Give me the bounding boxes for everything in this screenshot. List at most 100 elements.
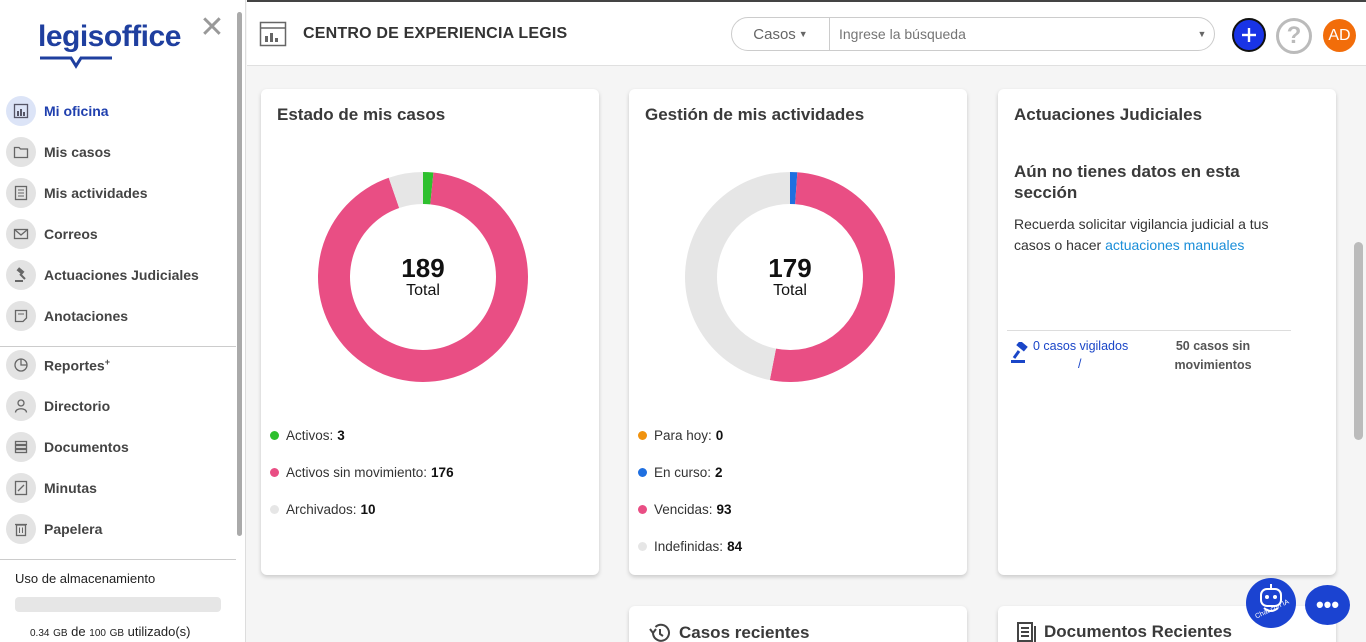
chat-ia-button[interactable] bbox=[1246, 578, 1296, 628]
sidebar-divider bbox=[0, 346, 236, 347]
chat-button[interactable]: ••• bbox=[1305, 585, 1350, 625]
legisoffice-logo[interactable]: legisoffice bbox=[38, 20, 188, 70]
empty-state-title: Aún no tienes datos en esta sección bbox=[1014, 162, 1240, 202]
donut-total: 189 Total bbox=[363, 253, 483, 300]
legend-dot bbox=[270, 431, 279, 440]
donut-slice-vencidas[interactable] bbox=[769, 172, 895, 382]
storage-usage-text: 0.34 GB de 100 GB utilizado(s) bbox=[30, 624, 191, 639]
legend-dot bbox=[638, 468, 647, 477]
sidebar-item-directorio[interactable]: Directorio bbox=[6, 389, 234, 423]
sidebar-item-papelera[interactable]: Papelera bbox=[6, 512, 234, 546]
donut-total-value: 189 bbox=[401, 253, 445, 283]
person-icon bbox=[6, 391, 36, 421]
documents-icon bbox=[1017, 622, 1036, 642]
card-title: Casos recientes bbox=[647, 622, 809, 642]
search-input[interactable] bbox=[830, 18, 1190, 50]
legend-item-sin-movimiento: Activos sin movimiento: 176 bbox=[270, 465, 454, 480]
note-icon bbox=[6, 301, 36, 331]
search-type-dropdown[interactable]: Casos ▼ bbox=[732, 18, 830, 50]
legend-item-archivados: Archivados: 10 bbox=[270, 502, 376, 517]
gavel-icon bbox=[1011, 342, 1028, 363]
legend-item-indefinidas: Indefinidas: 84 bbox=[638, 539, 742, 554]
help-button[interactable]: ? bbox=[1276, 18, 1312, 54]
card-title: Estado de mis casos bbox=[277, 105, 446, 124]
sidebar-item-actuaciones-judiciales[interactable]: Actuaciones Judiciales bbox=[6, 258, 234, 292]
sidebar-scrollbar[interactable] bbox=[237, 12, 242, 536]
casos-recientes-card: Casos recientes bbox=[629, 606, 967, 642]
donut-slice-indefinidas[interactable] bbox=[685, 172, 790, 381]
plus-icon bbox=[1242, 28, 1256, 42]
sidebar-item-mi-oficina[interactable]: Mi oficina bbox=[6, 94, 234, 128]
sidebar-item-documentos[interactable]: Documentos bbox=[6, 430, 234, 464]
sidebar-item-label: Documentos bbox=[44, 439, 129, 455]
donut-slice-archivados[interactable] bbox=[388, 172, 423, 208]
sidebar-divider bbox=[0, 559, 236, 560]
search-bar: Casos▼ ▼ bbox=[731, 17, 1215, 51]
donut-slice-activos[interactable] bbox=[423, 172, 434, 205]
card-title: Gestión de mis actividades bbox=[645, 105, 865, 124]
sidebar-item-mis-actividades[interactable]: Mis actividades bbox=[6, 176, 234, 210]
mail-icon bbox=[6, 219, 36, 249]
gavel-icon bbox=[6, 260, 36, 290]
avatar[interactable]: AD bbox=[1323, 19, 1356, 52]
actuaciones-manuales-link[interactable]: actuaciones manuales bbox=[1105, 237, 1245, 253]
sidebar-item-label: Correos bbox=[44, 226, 98, 242]
estado-casos-card: Estado de mis casos 189 Total Activos: 3 … bbox=[261, 89, 599, 575]
sidebar-item-label: Actuaciones Judiciales bbox=[44, 267, 199, 283]
casos-vigilados-link[interactable]: 0 casos vigilados / bbox=[1033, 339, 1129, 371]
sidebar-item-label: Mis actividades bbox=[44, 185, 148, 201]
main-scrollbar[interactable] bbox=[1354, 242, 1363, 440]
sidebar-item-correos[interactable]: Correos bbox=[6, 217, 234, 251]
legend-item-activos: Activos: 3 bbox=[270, 428, 345, 443]
logo-text: legisoffice bbox=[38, 20, 181, 53]
trash-icon bbox=[6, 514, 36, 544]
stack-icon bbox=[6, 432, 36, 462]
dashboard-icon bbox=[6, 96, 36, 126]
legend-item-vencidas: Vencidas: 93 bbox=[638, 502, 732, 517]
caret-down-icon: ▼ bbox=[798, 29, 808, 39]
donut-slice-en-curso[interactable] bbox=[790, 172, 798, 205]
sidebar: legisoffice ✕ Mi oficina Mis casos Mis a… bbox=[0, 0, 246, 642]
legend-dot bbox=[638, 542, 647, 551]
card-title: Actuaciones Judiciales bbox=[1014, 105, 1203, 124]
actuaciones-judiciales-card: Actuaciones Judiciales Aún no tienes dat… bbox=[998, 89, 1336, 575]
legend-item-en-curso: En curso: 2 bbox=[638, 465, 723, 480]
sidebar-item-minutas[interactable]: Minutas bbox=[6, 471, 234, 505]
sidebar-item-label: Minutas bbox=[44, 480, 97, 496]
empty-state-text: Recuerda solicitar vigilancia judicial a… bbox=[1014, 216, 1269, 253]
storage-title: Uso de almacenamiento bbox=[15, 571, 156, 586]
card-title: Documentos Recientes bbox=[1016, 622, 1232, 642]
sidebar-item-reportes[interactable]: Reportes+ bbox=[6, 348, 234, 382]
sidebar-item-label: Papelera bbox=[44, 521, 103, 537]
robot-icon bbox=[1260, 584, 1282, 612]
sidebar-item-anotaciones[interactable]: Anotaciones bbox=[6, 299, 234, 333]
add-button[interactable] bbox=[1232, 18, 1266, 52]
sidebar-item-mis-casos[interactable]: Mis casos bbox=[6, 135, 234, 169]
gestion-actividades-card: Gestión de mis actividades 179 Total Par… bbox=[629, 89, 967, 575]
estado-casos-donut-chart bbox=[318, 172, 528, 382]
sidebar-item-label: Mi oficina bbox=[44, 103, 109, 119]
donut-total-label: Total bbox=[773, 282, 807, 299]
storage-progress-bar bbox=[15, 597, 221, 612]
donut-total: 179 Total bbox=[730, 253, 850, 300]
chevron-down-icon[interactable]: ▼ bbox=[1197, 29, 1207, 39]
casos-sin-movimientos: 50 casos sin movimientos bbox=[1174, 339, 1252, 372]
donut-total-label: Total bbox=[406, 282, 440, 299]
sidebar-item-label: Mis casos bbox=[44, 144, 111, 160]
donut-slice-activos-sin-movimiento[interactable] bbox=[318, 172, 528, 382]
donut-total-value: 179 bbox=[768, 253, 812, 283]
history-icon bbox=[649, 623, 670, 642]
gestion-actividades-donut-chart bbox=[685, 172, 895, 382]
close-sidebar-icon[interactable]: ✕ bbox=[199, 11, 225, 44]
pie-chart-icon bbox=[6, 350, 36, 380]
page-title: CENTRO DE EXPERIENCIA LEGIS bbox=[303, 25, 568, 42]
legend-dot bbox=[638, 505, 647, 514]
dashboard-icon bbox=[259, 20, 287, 48]
minutes-icon bbox=[6, 473, 36, 503]
folder-icon bbox=[6, 137, 36, 167]
sidebar-item-label: Anotaciones bbox=[44, 308, 129, 324]
reportes-plus-badge: + bbox=[104, 356, 110, 367]
sidebar-item-label: Directorio bbox=[44, 398, 111, 414]
checklist-icon bbox=[6, 178, 36, 208]
legend-dot bbox=[270, 505, 279, 514]
